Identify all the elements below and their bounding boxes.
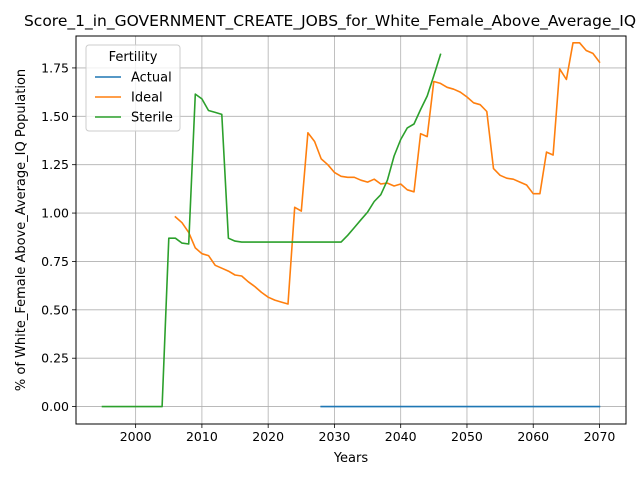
x-axis-label: Years [333,451,369,466]
axis-ticks: 2000 2010 2020 2030 2040 2050 2060 2070 0.00 0.25… [41,60,615,444]
y-axis-label: % of White_Female Above_Average_IQ Popul… [14,69,29,391]
series-line-sterile [101,53,442,408]
x-tick-label: 2030 [319,429,351,444]
legend-label-actual: Actual [131,71,172,86]
legend-title: Fertility [109,50,158,65]
chart-title: Score_1_in_GOVERNMENT_CREATE_JOBS_for_Wh… [24,12,636,31]
series-line-ideal [174,41,601,305]
y-tick-label: 1.25 [41,157,69,172]
legend: Fertility Actual Ideal Sterile [85,44,181,132]
x-tick-label: 2050 [451,429,483,444]
grid-lines [76,36,626,424]
plot-area-frame [75,35,627,425]
x-tick-label: 2070 [584,429,616,444]
x-tick-label: 2020 [252,429,284,444]
y-tick-label: 1.75 [41,60,69,75]
x-tick-label: 2060 [517,429,549,444]
series-lines [101,41,601,408]
y-tick-label: 1.50 [41,109,69,124]
y-tick-label: 0.00 [41,399,69,414]
x-tick-label: 2040 [385,429,417,444]
y-tick-label: 0.75 [41,254,69,269]
x-tick-label: 2010 [186,429,218,444]
y-tick-label: 1.00 [41,206,69,221]
y-tick-label: 0.25 [41,351,69,366]
x-tick-label: 2000 [120,429,152,444]
legend-label-sterile: Sterile [131,111,173,126]
y-tick-label: 0.50 [41,302,69,317]
legend-box [85,44,181,132]
legend-label-ideal: Ideal [131,91,163,106]
